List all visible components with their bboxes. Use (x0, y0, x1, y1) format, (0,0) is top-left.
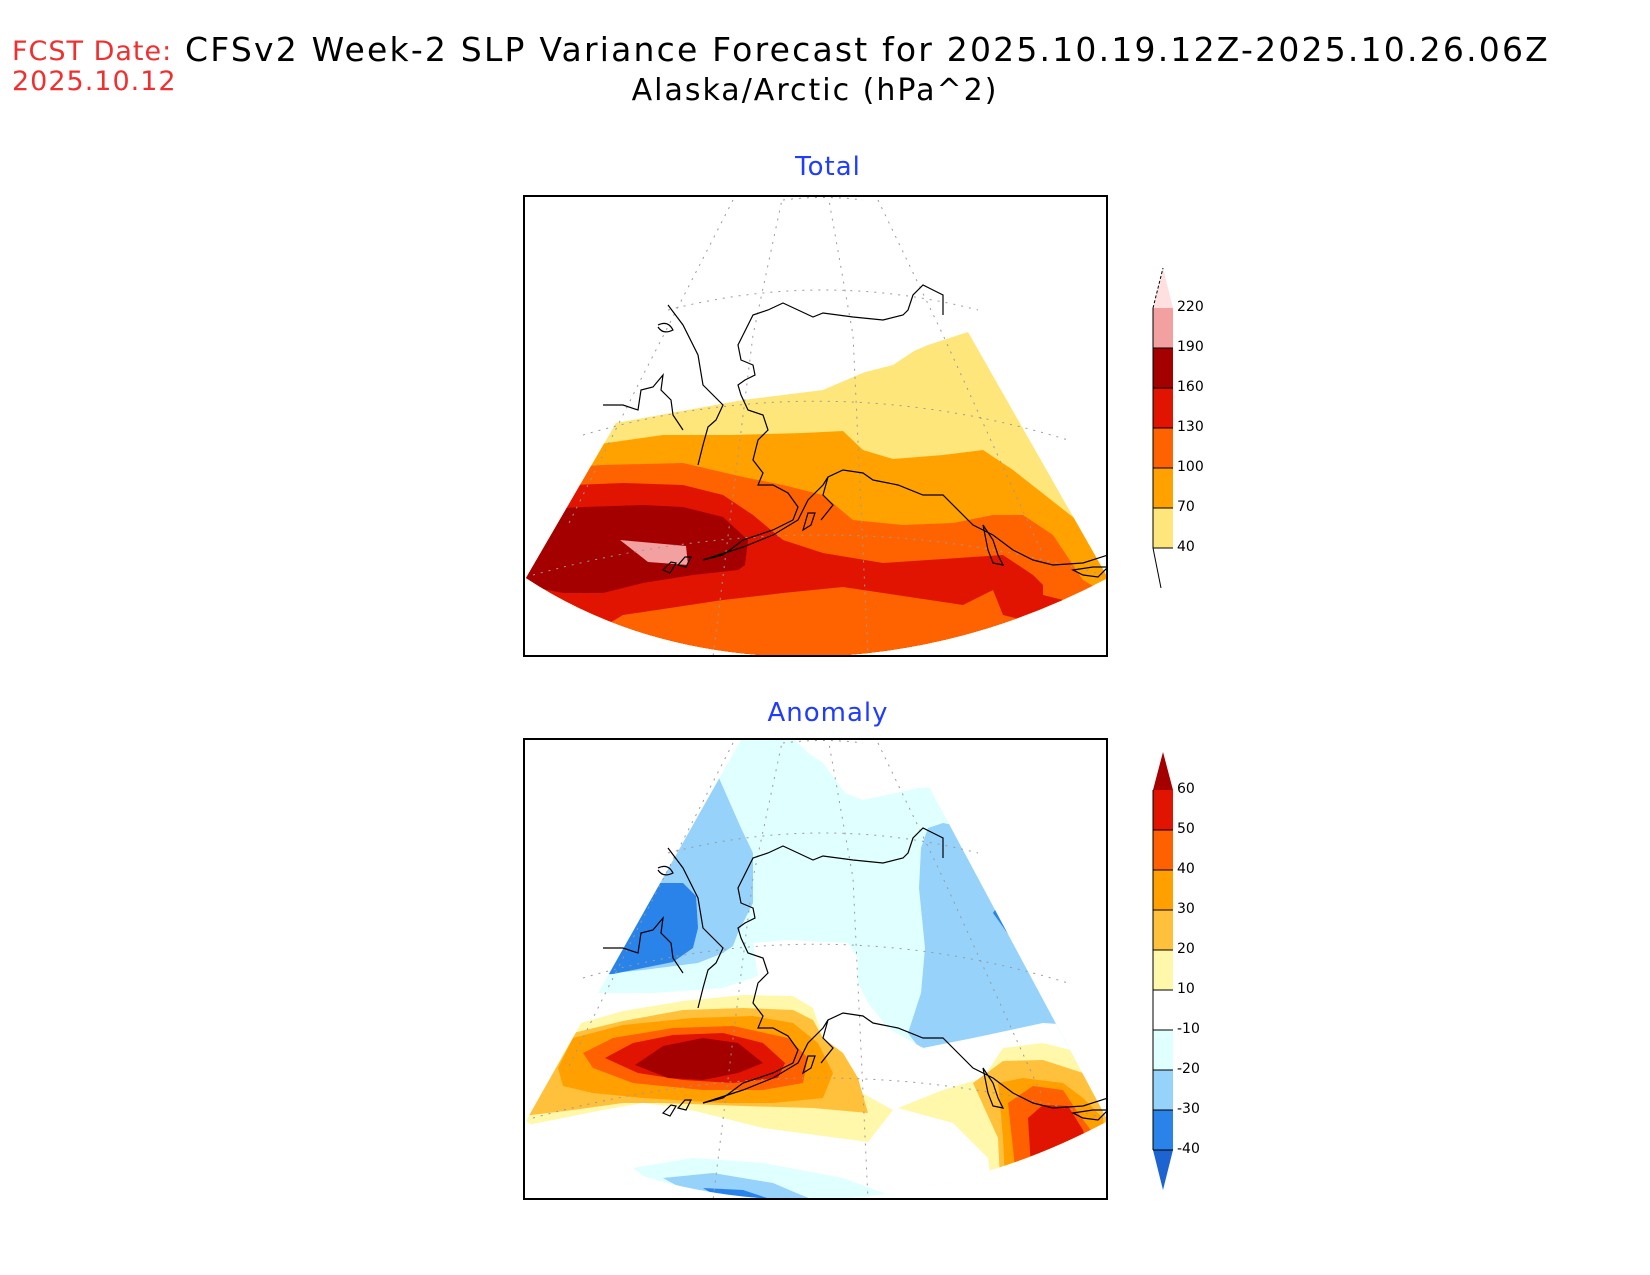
coastline-west-alaska (702, 334, 799, 561)
coastline-kodiak (801, 1055, 816, 1075)
coastline-kenai (820, 476, 834, 521)
anomaly-panel-title: Anomaly (767, 698, 889, 728)
colorbar-label: 20 (1177, 941, 1195, 957)
colorbar-swatch-50-60 (1153, 790, 1173, 830)
total-map (523, 195, 1108, 657)
colorbar-swatch-20-30 (1153, 910, 1173, 950)
colorbar-swatch-lt-40 (1153, 548, 1173, 588)
coastline-siberia (667, 304, 724, 466)
colorbar-swatch-160-190 (1153, 348, 1173, 388)
colorbar-label: 130 (1177, 419, 1204, 435)
coastline-island (661, 561, 677, 574)
colorbar-label: 40 (1177, 539, 1195, 555)
colorbar-swatch-gt-60 (1153, 752, 1173, 790)
colorbar-label: 40 (1177, 861, 1195, 877)
total-colorbar: 220 190 160 130 100 70 40 (1150, 265, 1204, 599)
grid-latitude (782, 197, 864, 201)
coastline-panhandle (982, 524, 1005, 566)
colorbar-label: 10 (1177, 981, 1195, 997)
coastline-north-alaska (742, 827, 944, 879)
coastline-panhandle (982, 1067, 1005, 1109)
contour-gt-60 (635, 1038, 763, 1080)
colorbar-swatch-minus10-minus20 (1153, 1030, 1173, 1070)
colorbar-label: 50 (1177, 821, 1195, 837)
coastline-kodiak (801, 512, 816, 532)
coastline-west-alaska (702, 877, 799, 1104)
coastline-north-alaska (742, 284, 944, 336)
anomaly-map (523, 738, 1108, 1200)
colorbar-swatch-130-160 (1153, 388, 1173, 428)
colorbar-swatch-100-130 (1153, 428, 1173, 468)
colorbar-ticks (1152, 267, 1173, 589)
grid-latitude (667, 832, 979, 854)
colorbar-swatch-neutral (1153, 990, 1173, 1030)
coastline-bc (1071, 566, 1106, 578)
coastline-island (661, 1104, 677, 1117)
total-map-canvas (526, 197, 1106, 655)
grid-meridian (877, 742, 1044, 1099)
colorbar-ticks (1152, 790, 1173, 1151)
coastline-chukotka (603, 916, 684, 974)
colorbar-label: -20 (1177, 1061, 1200, 1077)
grid-latitude (782, 740, 864, 744)
colorbar-label: 220 (1177, 299, 1204, 315)
anomaly-colorbar-graphic (1152, 752, 1173, 1190)
colorbar-label: -30 (1177, 1101, 1200, 1117)
chart-subtitle: Alaska/Arctic (hPa^2) (631, 73, 999, 108)
colorbar-swatch-gt-220 (1153, 268, 1173, 308)
coastline-bc (1071, 1109, 1106, 1121)
total-colorbar-graphic (1152, 267, 1173, 589)
colorbar-label: -10 (1177, 1021, 1200, 1037)
colorbar-swatch-10-20 (1153, 950, 1173, 990)
coastline-island (676, 556, 692, 568)
anomaly-colorbar: 60 50 40 30 20 10 -10 -20 -30 -40 (1150, 750, 1200, 1239)
coastline (603, 827, 1106, 1121)
chart-title: CFSv2 Week-2 SLP Variance Forecast for 2… (185, 30, 1550, 69)
coastline-siberia (667, 847, 724, 1009)
coastline-south-alaska (702, 469, 1106, 566)
coastline (603, 284, 1106, 578)
colorbar-swatch-70-100 (1153, 468, 1173, 508)
anomaly-map-canvas (526, 740, 1106, 1198)
forecast-date-label: FCST Date: (12, 36, 173, 67)
coastline-island (657, 322, 674, 333)
colorbar-swatch-lt-minus40 (1153, 1150, 1173, 1190)
grid-meridian (567, 742, 734, 1069)
coastline-island (676, 1099, 692, 1111)
total-panel-title: Total (795, 152, 861, 182)
grid-latitude (667, 289, 979, 311)
colorbar-swatch-minus20-minus30 (1153, 1070, 1173, 1110)
coastline-kenai (820, 1019, 834, 1064)
colorbar-swatch-40-50 (1153, 830, 1173, 870)
colorbar-label: 30 (1177, 901, 1195, 917)
colorbar-swatch-30-40 (1153, 870, 1173, 910)
colorbar-swatch-190-220 (1153, 308, 1173, 348)
colorbar-label: 160 (1177, 379, 1204, 395)
coastline-south-alaska (702, 1012, 1106, 1109)
colorbar-label: 60 (1177, 781, 1195, 797)
grid-meridian (877, 199, 1044, 556)
coastline-island (657, 865, 674, 876)
colorbar-label: -40 (1177, 1141, 1200, 1157)
grid-meridian (567, 199, 734, 526)
colorbar-swatch-40-70 (1153, 508, 1173, 548)
colorbar-label: 70 (1177, 499, 1195, 515)
colorbar-label: 100 (1177, 459, 1204, 475)
forecast-date-value: 2025.10.12 (12, 66, 177, 97)
coastline-chukotka (603, 373, 684, 431)
contour-190-220 (620, 540, 688, 565)
colorbar-label: 190 (1177, 339, 1204, 355)
colorbar-swatch-minus30-minus40 (1153, 1110, 1173, 1150)
